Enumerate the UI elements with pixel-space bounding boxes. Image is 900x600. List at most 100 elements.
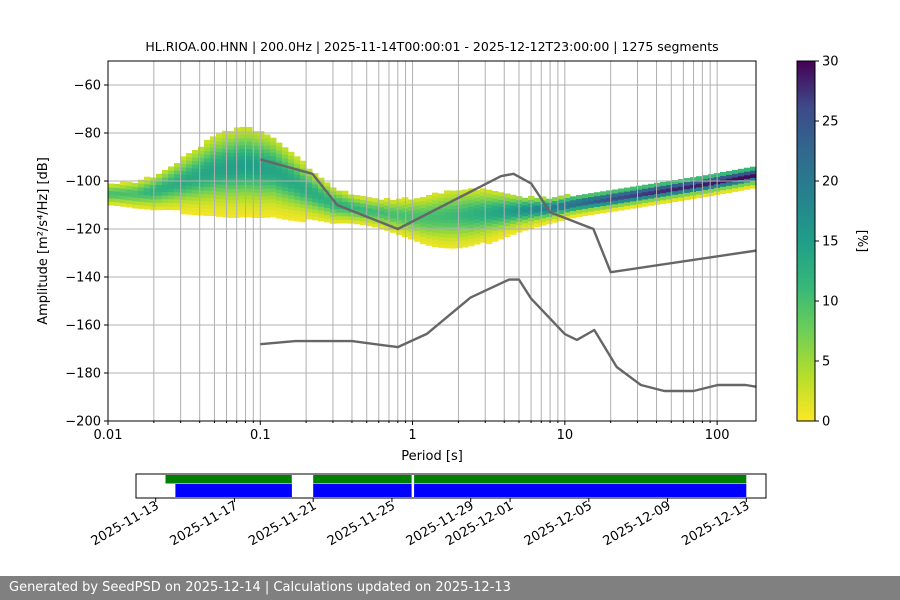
heatmap-cell — [324, 193, 331, 198]
heatmap-cell — [510, 212, 517, 217]
heatmap-cell — [300, 164, 307, 169]
heatmap-cell — [186, 167, 193, 172]
heatmap-cell — [198, 204, 205, 209]
heatmap-cell — [210, 176, 217, 180]
heatmap-cell — [306, 168, 313, 173]
heatmap-cell — [126, 181, 133, 186]
heatmap-cell — [264, 170, 271, 175]
heatmap-cell — [192, 171, 199, 176]
heatmap-cell — [390, 200, 397, 204]
heatmap-cell — [480, 220, 487, 225]
heatmap-cell — [222, 166, 229, 171]
heatmap-cell — [210, 168, 217, 173]
heatmap-cell — [222, 173, 229, 178]
heatmap-cell — [348, 198, 355, 203]
heatmap-cell — [588, 193, 595, 198]
heatmap-cell — [294, 195, 301, 200]
heatmap-cell — [708, 185, 715, 189]
heatmap-cell — [126, 189, 133, 194]
heatmap-cell — [480, 191, 487, 196]
heatmap-cell — [438, 211, 445, 216]
heatmap-cell — [222, 134, 229, 139]
heatmap-cell — [228, 210, 235, 215]
heatmap-cell — [540, 196, 547, 201]
heatmap-cell — [300, 211, 307, 216]
heatmap-cell — [114, 187, 121, 192]
heatmap-cell — [702, 189, 709, 194]
heatmap-cell — [228, 188, 235, 193]
heatmap-cell — [450, 215, 457, 220]
heatmap-cell — [276, 157, 283, 161]
heatmap-cell — [162, 184, 169, 189]
heatmap-cell — [216, 212, 223, 217]
heatmap-cell — [684, 178, 691, 183]
heatmap-cell — [168, 206, 175, 211]
timeline-ticks: 2025-11-13 2025-11-17 2025-11-21 2025-11-25… — [89, 498, 752, 549]
heatmap-cell — [414, 201, 421, 206]
heatmap-cell — [204, 161, 211, 166]
heatmap-cell — [432, 221, 439, 226]
heatmap-cell — [462, 207, 469, 212]
heatmap-cell — [576, 213, 583, 218]
heatmap-cell — [264, 213, 271, 218]
heatmap-cell — [246, 134, 253, 139]
heatmap-cell — [720, 190, 727, 194]
heatmap-cell — [306, 186, 313, 191]
heatmap-cell — [624, 194, 631, 199]
heatmap-cell — [276, 153, 283, 158]
heatmap-cell — [354, 209, 361, 214]
heatmap-cell — [144, 191, 151, 196]
heatmap-cell — [480, 213, 487, 218]
heatmap-cell — [306, 215, 313, 220]
heatmap-cell — [186, 181, 193, 186]
heatmap-cell — [594, 192, 601, 197]
heatmap-cell — [486, 189, 493, 194]
heatmap-cell — [474, 240, 481, 245]
heatmap-cell — [180, 181, 187, 186]
heatmap-cell — [438, 218, 445, 223]
y-tick-label: −180 — [65, 367, 101, 382]
heatmap-cell — [246, 141, 253, 146]
heatmap-cell — [258, 192, 265, 197]
heatmap-cell — [138, 201, 145, 206]
heatmap-cell — [444, 194, 451, 198]
heatmap-cell — [282, 147, 289, 152]
heatmap-cell — [432, 217, 439, 222]
heatmap-cell — [240, 126, 247, 131]
heatmap-cell — [282, 154, 289, 159]
heatmap-cell — [246, 206, 253, 211]
heatmap-cell — [456, 240, 463, 245]
y-tick-label: −100 — [65, 175, 101, 190]
heatmap-cell — [132, 204, 139, 209]
heatmap-cell — [438, 222, 445, 227]
heatmap-cell — [294, 213, 301, 218]
heatmap-cell — [396, 223, 403, 228]
heatmap-cell — [300, 182, 307, 187]
heatmap-cell — [180, 167, 187, 172]
heatmap-cell — [216, 187, 223, 192]
heatmap-cell — [480, 206, 487, 211]
heatmap-cell — [276, 211, 283, 215]
heatmap-cell — [276, 207, 283, 212]
heatmap-cell — [420, 240, 427, 245]
heatmap-cell — [150, 181, 157, 186]
heatmap-cell — [270, 198, 277, 203]
heatmap-cell — [246, 145, 253, 149]
heatmap-cell — [588, 196, 595, 201]
heatmap-cell — [618, 188, 625, 193]
heatmap-cell — [210, 208, 217, 213]
heatmap-cell — [264, 138, 271, 143]
heatmap-cell — [180, 177, 187, 182]
heatmap-cell — [258, 210, 265, 215]
heatmap-cell — [504, 215, 511, 220]
heatmap-cell — [546, 198, 553, 203]
heatmap-cell — [132, 190, 139, 195]
heatmap-cell — [240, 177, 247, 182]
heatmap-cell — [396, 198, 403, 203]
heatmap-cell — [312, 194, 319, 199]
availability-bar-green — [414, 475, 747, 484]
heatmap-cell — [474, 226, 481, 231]
heatmap-cell — [288, 187, 295, 192]
availability-bar-green — [313, 475, 412, 484]
